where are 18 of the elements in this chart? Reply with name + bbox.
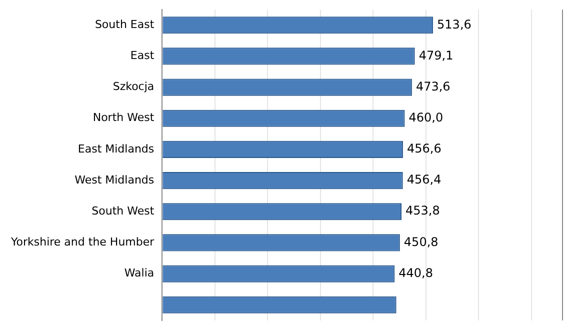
y-tick-label: West Midlands [74,173,154,186]
y-tick-label: Yorkshire and the Humber [10,236,155,249]
data-label: 460,0 [408,110,444,125]
y-tick-label: East [130,49,155,62]
y-tick-label: Walia [124,266,154,280]
y-tick-label: North West [92,111,155,124]
data-label: 456,4 [406,172,442,187]
data-label: 453,8 [406,204,440,218]
y-tick-label: East Midlands [78,142,154,156]
y-tick-label: South West [92,204,155,218]
data-label: 450,8 [404,234,438,249]
y-tick-label: Szkocja [112,80,154,94]
data-label: 456,6 [406,142,442,156]
data-label: 473,6 [416,79,450,94]
data-label: 440,8 [398,266,434,280]
y-tick-label: South East [94,18,155,31]
data-label: 479,1 [418,48,454,62]
data-label: 513,6 [437,17,472,32]
